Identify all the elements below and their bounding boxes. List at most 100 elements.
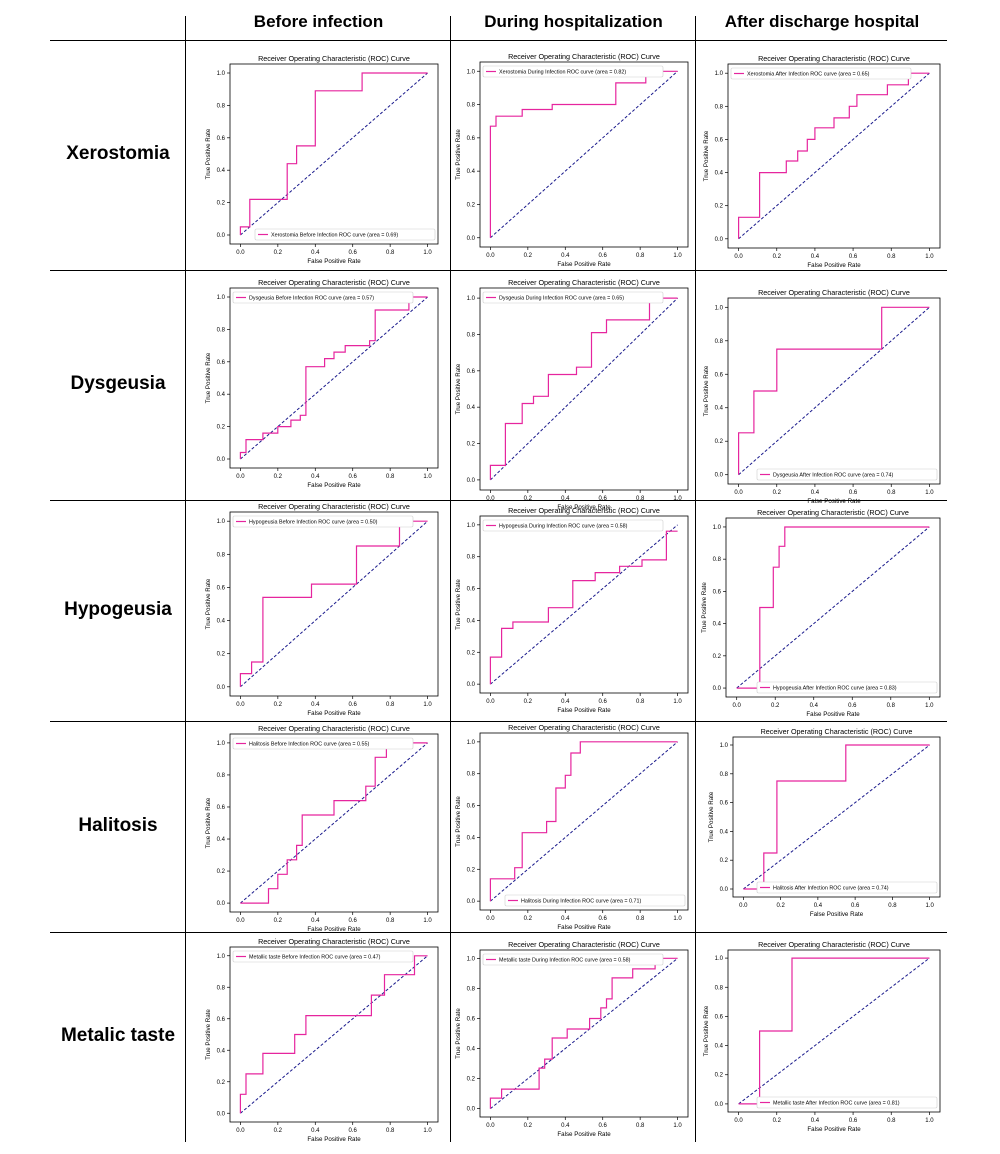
x-tick-label: 1.0 bbox=[423, 474, 432, 480]
y-tick-label: 0.2 bbox=[715, 204, 724, 210]
y-tick-label: 0.2 bbox=[467, 1077, 476, 1083]
x-tick-label: 0.8 bbox=[636, 916, 645, 922]
chance-diagonal bbox=[240, 296, 428, 460]
roc-curve-line bbox=[239, 296, 428, 459]
y-tick-label: 0.8 bbox=[467, 332, 476, 338]
legend-label: Halitosis Before Infection ROC curve (ar… bbox=[249, 742, 369, 748]
legend: Xerostomia Before Infection ROC curve (a… bbox=[254, 228, 436, 241]
y-tick-label: 0.6 bbox=[467, 804, 476, 810]
chance-diagonal bbox=[743, 744, 930, 890]
chance-diagonal bbox=[490, 297, 678, 481]
y-tick-label: 1.0 bbox=[715, 305, 724, 311]
plot-frame bbox=[229, 946, 439, 1123]
y-tick-label: 0.4 bbox=[217, 392, 226, 398]
x-tick-label: 0.8 bbox=[386, 250, 395, 256]
y-tick-label: 0.2 bbox=[217, 425, 226, 431]
roc-curve-line bbox=[240, 742, 428, 904]
x-tick-label: 0.2 bbox=[274, 1128, 283, 1134]
legend-box bbox=[232, 291, 414, 304]
chart-title: Receiver Operating Characteristic (ROC) … bbox=[757, 508, 909, 517]
plot-frame bbox=[479, 61, 689, 248]
y-tick-label: 0.4 bbox=[715, 406, 724, 412]
y-tick-label: 0.0 bbox=[467, 236, 476, 242]
y-tick-label: 0.8 bbox=[715, 985, 724, 991]
legend: Halitosis After Infection ROC curve (are… bbox=[756, 881, 938, 894]
y-tick-label: 0.8 bbox=[715, 104, 724, 110]
legend-label: Xerostomia Before Infection ROC curve (a… bbox=[271, 233, 398, 239]
y-tick-label: 0.2 bbox=[217, 1080, 226, 1086]
x-tick-label: 0.0 bbox=[734, 1118, 743, 1124]
x-axis-label: False Positive Rate bbox=[557, 504, 611, 511]
y-tick-label: 0.4 bbox=[467, 169, 476, 175]
x-tick-label: 0.0 bbox=[486, 496, 495, 502]
roc-curve-line bbox=[489, 70, 678, 238]
x-tick-label: 0.4 bbox=[561, 496, 570, 502]
y-tick-label: 0.6 bbox=[715, 1014, 724, 1020]
legend: Halitosis Before Infection ROC curve (ar… bbox=[232, 737, 414, 750]
chart-title: Receiver Operating Characteristic (ROC) … bbox=[758, 288, 910, 297]
roc-chart: Receiver Operating Characteristic (ROC) … bbox=[455, 940, 689, 1138]
x-tick-label: 0.2 bbox=[524, 699, 533, 705]
legend-label: Dysgeusia Before Infection ROC curve (ar… bbox=[249, 296, 374, 302]
y-tick-label: 0.8 bbox=[217, 773, 226, 779]
roc-chart: Receiver Operating Characteristic (ROC) … bbox=[701, 508, 941, 718]
legend: Xerostomia After Infection ROC curve (ar… bbox=[730, 67, 912, 80]
y-tick-label: 0.2 bbox=[467, 202, 476, 208]
y-tick-label: 0.8 bbox=[217, 985, 226, 991]
y-tick-label: 0.6 bbox=[715, 137, 724, 143]
legend-box bbox=[232, 737, 414, 750]
x-tick-label: 0.6 bbox=[349, 1128, 358, 1134]
x-tick-label: 1.0 bbox=[673, 253, 682, 259]
y-tick-label: 0.0 bbox=[217, 685, 226, 691]
x-tick-label: 0.4 bbox=[814, 903, 823, 909]
legend-box bbox=[482, 519, 664, 532]
roc-chart: Receiver Operating Characteristic (ROC) … bbox=[455, 52, 689, 268]
y-tick-label: 1.0 bbox=[467, 740, 476, 746]
y-tick-label: 0.2 bbox=[467, 650, 476, 656]
plot-frame bbox=[727, 297, 941, 485]
x-tick-label: 0.2 bbox=[773, 254, 782, 260]
x-tick-label: 1.0 bbox=[925, 1118, 934, 1124]
legend-label: Hypogeusia After Infection ROC curve (ar… bbox=[773, 686, 897, 692]
x-axis-label: False Positive Rate bbox=[807, 262, 861, 269]
x-axis-label: False Positive Rate bbox=[557, 1131, 611, 1138]
legend-box bbox=[756, 881, 938, 894]
x-axis-label: False Positive Rate bbox=[557, 924, 611, 931]
y-tick-label: 1.0 bbox=[217, 519, 226, 525]
y-tick-label: 1.0 bbox=[715, 71, 724, 77]
chart-title: Receiver Operating Characteristic (ROC) … bbox=[761, 727, 913, 736]
x-tick-label: 0.4 bbox=[311, 250, 320, 256]
legend: Dysgeusia During Infection ROC curve (ar… bbox=[482, 291, 664, 304]
row-label: Xerostomia bbox=[66, 143, 170, 164]
y-tick-label: 0.8 bbox=[467, 103, 476, 109]
x-tick-label: 0.6 bbox=[349, 918, 358, 924]
roc-chart: Receiver Operating Characteristic (ROC) … bbox=[703, 54, 941, 269]
y-tick-label: 0.6 bbox=[467, 369, 476, 375]
y-tick-label: 0.8 bbox=[217, 552, 226, 558]
row-divider bbox=[50, 500, 947, 501]
x-tick-label: 0.2 bbox=[524, 253, 533, 259]
y-tick-label: 0.0 bbox=[715, 473, 724, 479]
x-tick-label: 1.0 bbox=[925, 703, 934, 709]
y-axis-label: True Positive Rate bbox=[455, 129, 462, 180]
row-label: Hypogeusia bbox=[64, 598, 172, 620]
x-tick-label: 0.4 bbox=[311, 702, 320, 708]
x-tick-label: 0.8 bbox=[386, 474, 395, 480]
y-tick-label: 0.4 bbox=[713, 622, 722, 628]
y-tick-label: 1.0 bbox=[467, 296, 476, 302]
x-tick-label: 1.0 bbox=[673, 496, 682, 502]
legend-label: Xerostomia During Infection ROC curve (a… bbox=[499, 70, 626, 76]
y-tick-label: 1.0 bbox=[720, 743, 729, 749]
y-tick-label: 0.6 bbox=[217, 585, 226, 591]
x-tick-label: 0.2 bbox=[274, 702, 283, 708]
chart-title: Receiver Operating Characteristic (ROC) … bbox=[758, 54, 910, 63]
y-tick-label: 0.6 bbox=[467, 1016, 476, 1022]
y-tick-label: 0.4 bbox=[715, 171, 724, 177]
x-axis-label: False Positive Rate bbox=[307, 258, 361, 265]
legend-box bbox=[482, 291, 664, 304]
x-tick-label: 0.8 bbox=[888, 903, 897, 909]
legend: Halitosis During Infection ROC curve (ar… bbox=[504, 894, 686, 907]
roc-chart: Receiver Operating Characteristic (ROC) … bbox=[708, 727, 941, 918]
x-tick-label: 0.2 bbox=[274, 918, 283, 924]
legend-box bbox=[730, 67, 912, 80]
